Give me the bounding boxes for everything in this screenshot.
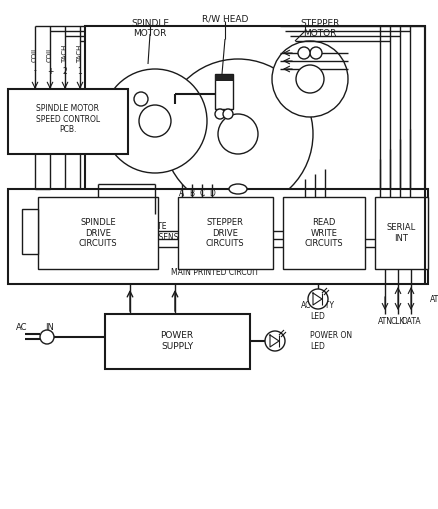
Text: IN: IN <box>46 323 54 331</box>
Bar <box>283 197 364 269</box>
Circle shape <box>272 41 347 117</box>
Text: STEPPER
MOTOR: STEPPER MOTOR <box>300 19 339 38</box>
Circle shape <box>215 109 225 119</box>
Text: AC: AC <box>16 323 28 331</box>
Text: READ
WRITE
CIRCUITS: READ WRITE CIRCUITS <box>304 218 343 248</box>
Circle shape <box>134 92 148 106</box>
Bar <box>8 189 427 284</box>
Text: CLK: CLK <box>390 317 404 325</box>
Text: WRITE
PROTECT SENSOR: WRITE PROTECT SENSOR <box>120 222 189 242</box>
Text: -: - <box>34 67 36 75</box>
Text: ATN: ATN <box>377 317 392 325</box>
Text: A: A <box>179 188 184 197</box>
Circle shape <box>162 59 312 209</box>
Circle shape <box>103 69 207 173</box>
Circle shape <box>297 47 309 59</box>
Text: STEPPER
DRIVE
CIRCUITS: STEPPER DRIVE CIRCUITS <box>205 218 244 248</box>
Text: B: B <box>189 188 194 197</box>
Circle shape <box>218 114 258 154</box>
Text: COIL: COIL <box>47 46 53 62</box>
Text: COIL: COIL <box>32 46 38 62</box>
Circle shape <box>139 105 171 137</box>
Bar <box>38 197 158 269</box>
Text: 2: 2 <box>63 67 67 75</box>
Text: POWER
SUPPLY: POWER SUPPLY <box>160 331 193 351</box>
Text: TACH: TACH <box>62 45 68 63</box>
Circle shape <box>309 47 321 59</box>
Text: DATA: DATA <box>400 317 420 325</box>
Text: C: C <box>199 188 204 197</box>
Circle shape <box>265 331 284 351</box>
Text: SPINDLE
MOTOR: SPINDLE MOTOR <box>131 19 169 38</box>
Bar <box>22 209 38 254</box>
Bar <box>8 89 128 154</box>
Bar <box>215 75 233 81</box>
Text: POWER ON
LED: POWER ON LED <box>309 331 351 351</box>
Text: TACH: TACH <box>77 45 83 63</box>
Circle shape <box>223 109 233 119</box>
Circle shape <box>307 289 327 309</box>
Text: SPINDLE MOTOR
SPEED CONTROL
PCB.: SPINDLE MOTOR SPEED CONTROL PCB. <box>36 104 100 134</box>
Bar <box>85 26 424 214</box>
Text: ATN: ATN <box>429 295 438 303</box>
Bar <box>215 74 233 109</box>
Text: SPINDLE
DRIVE
CIRCUITS: SPINDLE DRIVE CIRCUITS <box>78 218 117 248</box>
Text: MAIN PRINTED CIRCUIT: MAIN PRINTED CIRCUIT <box>171 268 258 277</box>
Bar <box>177 197 272 269</box>
Bar <box>105 314 249 369</box>
Circle shape <box>295 65 323 93</box>
Text: +: + <box>47 67 53 75</box>
Bar <box>374 197 427 269</box>
Text: 1: 1 <box>78 67 82 75</box>
Circle shape <box>40 330 54 344</box>
Text: D: D <box>208 188 215 197</box>
Ellipse shape <box>229 184 247 194</box>
Text: SERIAL
INT: SERIAL INT <box>385 223 415 243</box>
Text: R/W HEAD: R/W HEAD <box>201 14 247 23</box>
Text: ACTIVITY
LED: ACTIVITY LED <box>300 301 334 321</box>
